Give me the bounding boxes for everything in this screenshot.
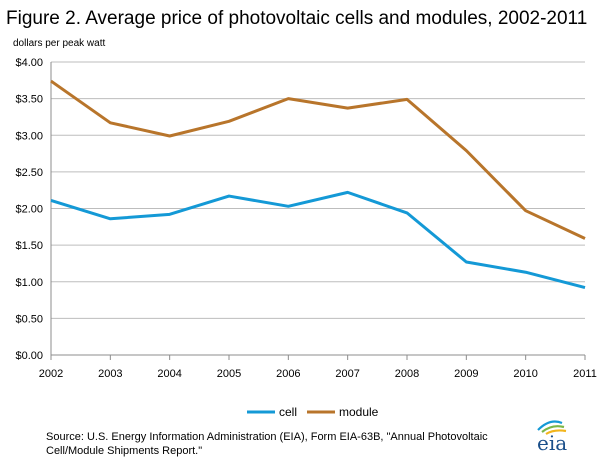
x-tick-label: 2007 xyxy=(335,368,359,380)
y-tick-label: $0.00 xyxy=(15,350,43,362)
series-line-module xyxy=(50,79,586,240)
x-tick-label: 2011 xyxy=(573,368,597,380)
legend-label-cell: cell xyxy=(279,405,297,419)
x-tick-label: 2005 xyxy=(217,368,241,380)
x-tick-label: 2010 xyxy=(513,368,537,380)
chart-title: Figure 2. Average price of photovoltaic … xyxy=(6,8,588,29)
x-tick-label: 2004 xyxy=(157,368,181,380)
y-tick-label: $2.50 xyxy=(15,167,43,179)
y-tick-label: $1.00 xyxy=(15,277,43,289)
x-tick-label: 2003 xyxy=(98,368,122,380)
x-tick-label: 2009 xyxy=(454,368,478,380)
y-tick-label: $0.50 xyxy=(15,313,43,325)
y-tick-label: $4.00 xyxy=(15,57,43,69)
eia-logo: eia xyxy=(528,416,578,456)
source-note: Source: U.S. Energy Information Administ… xyxy=(46,431,488,457)
series-line-cell xyxy=(50,190,586,290)
eia-logo-text: eia xyxy=(537,431,567,455)
y-tick-label: $2.00 xyxy=(15,204,43,216)
legend-label-module: module xyxy=(339,405,379,419)
x-tick-label: 2002 xyxy=(39,368,63,380)
y-tick-label: $3.00 xyxy=(15,130,43,142)
y-axis-label: dollars per peak watt xyxy=(13,38,106,49)
y-tick-label: $1.50 xyxy=(15,240,43,252)
x-tick-label: 2008 xyxy=(395,368,419,380)
y-tick-label: $3.50 xyxy=(15,94,43,106)
x-tick-label: 2006 xyxy=(276,368,300,380)
